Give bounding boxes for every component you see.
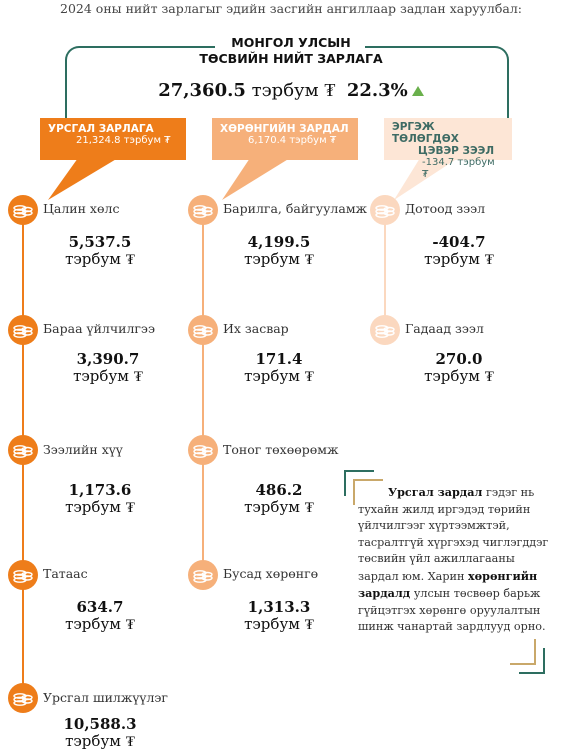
item-name: Тоног төхөөрөмж	[223, 442, 339, 457]
item-value: 1,173.6 тэрбум ₮	[65, 481, 135, 516]
category-value: 21,324.8 тэрбум ₮	[76, 135, 171, 146]
title-line-2: ТӨСВИЙН НИЙТ ЗАРЛАГА	[199, 51, 383, 66]
coin-stack-icon	[370, 195, 400, 225]
coin-stack-icon	[8, 195, 38, 225]
page-header: 2024 оны нийт зарлагыг эдийн засгийн анг…	[60, 1, 522, 16]
category-capital-expenditure: ХӨРӨНГИЙН ЗАРДАЛ 6,170.4 тэрбум ₮	[212, 118, 358, 160]
up-arrow-icon	[411, 86, 424, 96]
total-title: МОНГОЛ УЛСЫН ТӨСВИЙН НИЙТ ЗАРЛАГА	[150, 35, 432, 67]
explanatory-note: Урсгал зардал гэдэг нь тухайн жилд иргэд…	[358, 484, 550, 636]
category-value: 6,170.4 тэрбум ₮	[248, 135, 337, 146]
item-value: 1,313.3 тэрбум ₮	[244, 598, 314, 633]
item-value: 4,199.5 тэрбум ₮	[244, 233, 314, 268]
item-value: 3,390.7 тэрбум ₮	[73, 350, 143, 385]
category-label: УРСГАЛ ЗАРЛАГА	[48, 123, 154, 135]
item-name: Бусад хөрөнгө	[223, 566, 319, 581]
category-current-expenditure: УРСГАЛ ЗАРЛАГА 21,324.8 тэрбум ₮	[40, 118, 186, 160]
item-value: 5,537.5 тэрбум ₮	[65, 233, 135, 268]
coin-stack-icon	[188, 195, 218, 225]
title-background	[215, 34, 365, 74]
total-value: 27,360.5	[158, 80, 246, 101]
coin-stack-icon	[8, 560, 38, 590]
item-name: Гадаад зээл	[405, 321, 484, 336]
note-text-2: улсын төсвөөр барьж гүйцэтгэх хөрөнгө ор…	[358, 587, 546, 633]
coin-stack-icon	[370, 315, 400, 345]
item-name: Зээлийн хүү	[43, 442, 123, 457]
item-name: Барилга, байгууламж	[223, 201, 368, 216]
coin-stack-icon	[188, 560, 218, 590]
category-net-lending: ЭРГЭЖ ТӨЛӨГДӨХ ЦЭВЭР ЗЭЭЛ -134.7 тэрбум …	[384, 118, 512, 180]
total-value-row: 27,360.5 тэрбум ₮ 22.3%	[150, 80, 432, 101]
tail-capital	[222, 158, 290, 200]
item-name: Их засвар	[223, 321, 289, 336]
tail-loans	[394, 158, 458, 200]
category-label-line-1: ЭРГЭЖ ТӨЛӨГДӨХ	[392, 121, 459, 145]
category-label-line-2: ЦЭВЭР ЗЭЭЛ	[418, 145, 495, 157]
item-name: Бараа үйлчилгээ	[43, 321, 155, 336]
total-percent: 22.3%	[346, 80, 408, 101]
item-name: Цалин хөлс	[43, 201, 120, 216]
coin-stack-icon	[188, 315, 218, 345]
coin-stack-icon	[8, 315, 38, 345]
category-label: ХӨРӨНГИЙН ЗАРДАЛ	[220, 123, 349, 135]
item-name: Татаас	[43, 566, 88, 581]
category-value: -134.7 тэрбум ₮	[422, 157, 495, 180]
note-term-capital: хөрөнгийн зардалд	[358, 568, 538, 601]
title-line-1: МОНГОЛ УЛСЫН	[231, 35, 351, 50]
item-name: Урсгал шилжүүлэг	[43, 690, 168, 705]
tail-current	[48, 158, 118, 200]
note-text-1: гэдэг нь тухайн жилд иргэдэд төрийн үйлч…	[358, 486, 549, 583]
capital-column-line	[202, 210, 204, 580]
item-value: 486.2 тэрбум ₮	[244, 481, 314, 516]
item-value: 10,588.3 тэрбум ₮	[63, 715, 137, 750]
item-value: -404.7 тэрбум ₮	[424, 233, 494, 268]
item-value: 171.4 тэрбум ₮	[244, 350, 314, 385]
item-value: 634.7 тэрбум ₮	[65, 598, 135, 633]
coin-stack-icon	[8, 435, 38, 465]
note-term-current: Урсгал зардал	[388, 485, 483, 499]
total-unit: тэрбум ₮	[251, 80, 336, 101]
coin-stack-icon	[8, 683, 38, 713]
item-name: Дотоод зээл	[405, 201, 486, 216]
loans-column-line	[384, 210, 386, 330]
item-value: 270.0 тэрбум ₮	[424, 350, 494, 385]
coin-stack-icon	[188, 435, 218, 465]
